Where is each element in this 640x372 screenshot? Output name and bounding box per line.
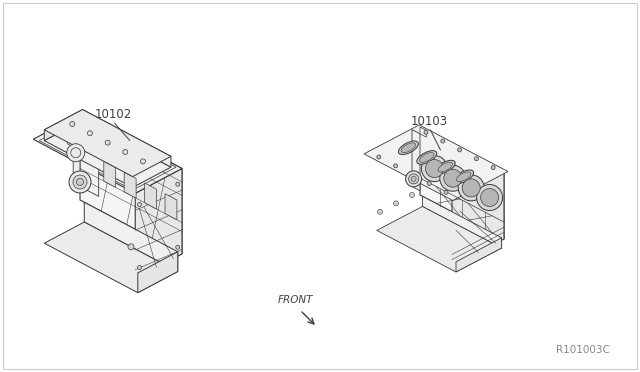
Circle shape [421,155,447,182]
Circle shape [481,189,499,206]
Circle shape [69,171,91,193]
Polygon shape [124,172,136,198]
Circle shape [67,144,84,162]
Ellipse shape [438,162,452,172]
Circle shape [410,192,415,198]
Circle shape [123,150,128,154]
Polygon shape [44,109,171,177]
Polygon shape [377,206,502,272]
Circle shape [77,179,83,186]
Ellipse shape [401,143,415,153]
Circle shape [128,244,134,250]
Circle shape [411,176,416,182]
Ellipse shape [456,172,471,182]
Circle shape [426,160,444,177]
Polygon shape [422,196,502,248]
Polygon shape [44,222,178,293]
Polygon shape [145,183,157,209]
Circle shape [424,130,428,134]
Polygon shape [83,109,171,167]
Polygon shape [67,137,80,151]
Circle shape [410,173,415,177]
Circle shape [462,179,480,197]
Circle shape [458,148,461,152]
Circle shape [378,209,383,214]
Circle shape [444,169,462,187]
Polygon shape [80,115,182,254]
Circle shape [474,157,478,161]
Text: R101003C: R101003C [556,345,610,355]
Circle shape [408,174,419,184]
Polygon shape [44,121,171,187]
Circle shape [377,155,381,159]
Polygon shape [165,194,177,220]
Polygon shape [135,169,182,279]
Text: FRONT: FRONT [277,295,313,305]
Polygon shape [44,109,83,141]
Circle shape [88,131,92,136]
Ellipse shape [435,160,455,174]
Circle shape [73,175,87,189]
Polygon shape [364,125,508,201]
Circle shape [427,182,431,186]
Text: 10103: 10103 [410,115,447,128]
Circle shape [441,139,445,143]
Polygon shape [456,238,502,272]
Ellipse shape [454,170,474,183]
Polygon shape [73,120,80,191]
Ellipse shape [417,151,436,164]
Polygon shape [104,161,116,187]
Polygon shape [452,171,504,266]
Circle shape [440,165,466,191]
Circle shape [141,159,145,164]
Ellipse shape [399,141,419,155]
Circle shape [70,121,75,126]
Polygon shape [84,202,178,272]
Polygon shape [412,129,420,191]
Circle shape [406,171,422,187]
Text: 10102: 10102 [95,108,132,121]
Circle shape [394,201,399,206]
Polygon shape [80,119,99,196]
Circle shape [444,190,448,194]
Polygon shape [138,252,178,293]
Ellipse shape [420,153,434,162]
Circle shape [492,166,495,170]
Polygon shape [33,115,182,193]
Circle shape [458,175,484,201]
Circle shape [176,245,180,249]
Circle shape [394,164,397,168]
Circle shape [138,266,141,269]
Polygon shape [420,127,426,137]
Circle shape [138,202,141,206]
Circle shape [477,185,502,211]
Polygon shape [420,127,504,239]
Circle shape [176,182,180,186]
Polygon shape [368,127,504,198]
Circle shape [105,140,110,145]
